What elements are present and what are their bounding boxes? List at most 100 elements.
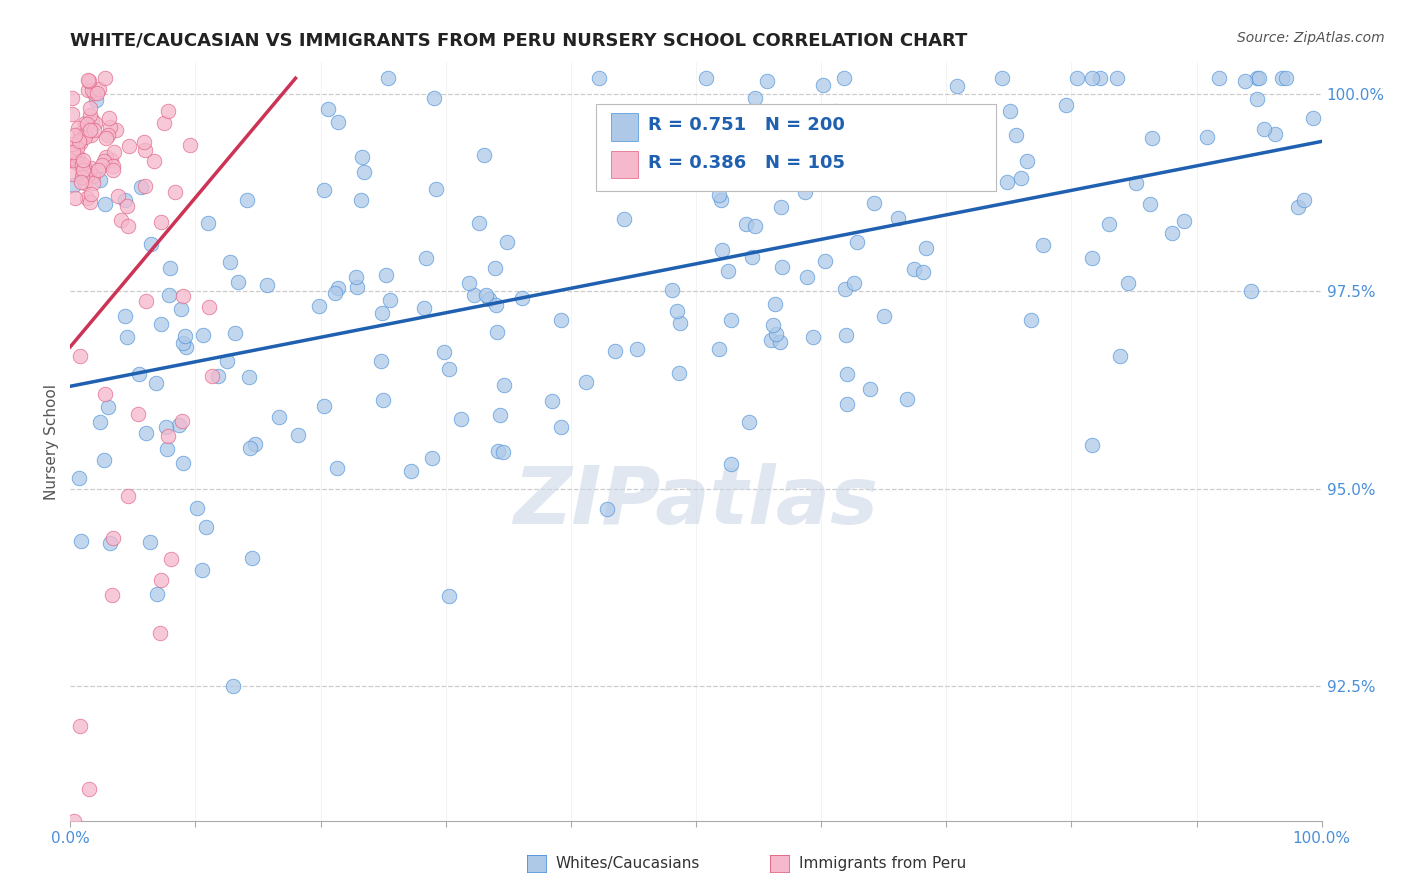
Point bbox=[765, 326, 787, 341]
Point bbox=[352, 150, 374, 164]
Point bbox=[668, 316, 690, 330]
Point bbox=[927, 169, 949, 184]
Point bbox=[60, 137, 83, 152]
Point bbox=[63, 128, 86, 142]
Point bbox=[859, 382, 882, 396]
Point bbox=[1275, 71, 1298, 86]
Point bbox=[114, 193, 136, 207]
Point bbox=[1000, 104, 1022, 119]
Point bbox=[97, 112, 120, 126]
Point bbox=[145, 376, 167, 390]
Point bbox=[110, 212, 132, 227]
Point bbox=[63, 178, 86, 193]
Point bbox=[79, 122, 101, 136]
Point bbox=[666, 303, 689, 318]
Point bbox=[377, 71, 399, 86]
Point bbox=[422, 451, 444, 466]
Point bbox=[156, 442, 179, 457]
Point bbox=[80, 161, 103, 175]
Text: WHITE/CAUCASIAN VS IMMIGRANTS FROM PERU NURSERY SCHOOL CORRELATION CHART: WHITE/CAUCASIAN VS IMMIGRANTS FROM PERU … bbox=[70, 32, 967, 50]
Point bbox=[759, 334, 782, 348]
Text: Source: ZipAtlas.com: Source: ZipAtlas.com bbox=[1237, 31, 1385, 45]
Point bbox=[149, 625, 172, 640]
Point bbox=[69, 719, 91, 733]
Point bbox=[82, 169, 104, 183]
Point bbox=[65, 141, 87, 155]
Point bbox=[720, 313, 742, 327]
Point bbox=[401, 464, 423, 478]
Point bbox=[1054, 98, 1077, 112]
Point bbox=[153, 116, 176, 130]
Point bbox=[486, 444, 509, 458]
Y-axis label: Nursery School: Nursery School bbox=[44, 384, 59, 500]
Text: Immigrants from Peru: Immigrants from Peru bbox=[799, 856, 966, 871]
Point bbox=[770, 260, 793, 275]
Point bbox=[69, 349, 91, 363]
Point bbox=[720, 458, 742, 472]
Point bbox=[77, 166, 100, 180]
Point bbox=[86, 94, 108, 108]
Point bbox=[842, 276, 865, 290]
Point bbox=[770, 200, 793, 214]
Point bbox=[193, 328, 215, 343]
Point bbox=[837, 397, 859, 411]
Point bbox=[76, 191, 98, 205]
Point bbox=[575, 375, 598, 389]
Point bbox=[90, 158, 112, 172]
Point bbox=[1286, 200, 1309, 214]
Point bbox=[93, 153, 115, 168]
Point bbox=[946, 79, 969, 94]
Point bbox=[127, 407, 149, 421]
Text: R = 0.386   N = 105: R = 0.386 N = 105 bbox=[648, 153, 845, 171]
Point bbox=[240, 550, 263, 565]
Point bbox=[72, 153, 94, 167]
Point bbox=[100, 153, 122, 168]
Point bbox=[613, 212, 636, 227]
Point bbox=[89, 415, 111, 429]
Point bbox=[1017, 154, 1039, 169]
Point bbox=[668, 366, 690, 380]
Point bbox=[224, 326, 246, 341]
Point bbox=[201, 369, 224, 384]
Point bbox=[98, 536, 121, 550]
Point bbox=[346, 279, 368, 293]
Point bbox=[73, 130, 96, 145]
Point bbox=[412, 301, 434, 316]
Point bbox=[149, 573, 172, 587]
Point bbox=[79, 195, 101, 210]
Point bbox=[827, 171, 849, 186]
Point bbox=[314, 183, 336, 197]
Point bbox=[174, 329, 197, 343]
Point bbox=[1233, 74, 1256, 88]
Point bbox=[70, 534, 93, 549]
Point bbox=[370, 354, 392, 368]
Point bbox=[87, 162, 110, 177]
Point bbox=[598, 143, 620, 157]
Point bbox=[101, 588, 124, 602]
Point bbox=[711, 243, 734, 257]
Point bbox=[1010, 171, 1032, 186]
Point bbox=[76, 73, 98, 87]
Point bbox=[485, 326, 508, 340]
Point bbox=[374, 268, 396, 282]
Point bbox=[60, 167, 83, 181]
Point bbox=[63, 814, 86, 828]
FancyBboxPatch shape bbox=[596, 104, 997, 191]
Point bbox=[117, 330, 139, 344]
Point bbox=[195, 520, 218, 534]
Point bbox=[239, 441, 262, 455]
Point bbox=[67, 134, 90, 148]
Point bbox=[837, 368, 859, 382]
Point bbox=[762, 318, 785, 333]
Point bbox=[160, 552, 183, 566]
Point bbox=[156, 429, 179, 443]
Point bbox=[70, 175, 93, 189]
Point bbox=[323, 285, 346, 300]
Point bbox=[472, 148, 495, 162]
Point bbox=[312, 399, 335, 413]
Point bbox=[433, 345, 456, 359]
Point bbox=[101, 159, 124, 173]
Point bbox=[550, 313, 572, 327]
Point bbox=[80, 186, 103, 201]
Point bbox=[77, 782, 100, 797]
